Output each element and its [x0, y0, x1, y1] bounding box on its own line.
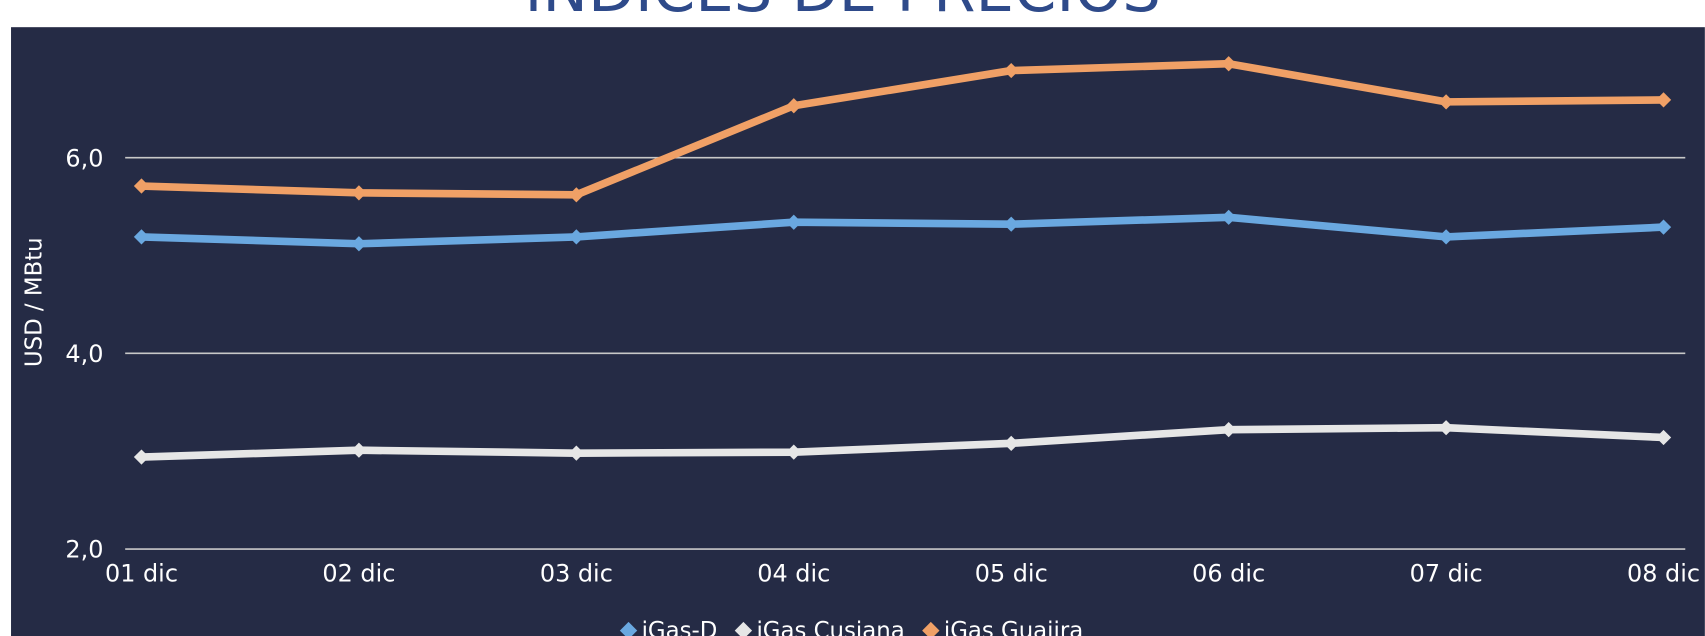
data-point — [1438, 94, 1454, 110]
x-tick-label: 06 dic — [1192, 560, 1265, 588]
x-tick-label: 05 dic — [975, 560, 1048, 588]
legend-label: iGas-D — [642, 618, 718, 636]
data-point — [133, 449, 150, 465]
data-point — [1438, 420, 1454, 436]
plot-background — [11, 27, 1705, 636]
data-point — [568, 229, 584, 245]
x-tick-label: 07 dic — [1410, 560, 1483, 588]
legend-marker — [619, 621, 638, 636]
legend-marker — [922, 621, 940, 636]
chart-title: INDICES DE PRECIOS — [524, 0, 1160, 26]
x-tick-label: 02 dic — [322, 560, 395, 588]
data-point — [1221, 209, 1237, 225]
y-tick-label: 2,0 — [65, 536, 103, 564]
y-tick-label: 4,0 — [65, 340, 103, 368]
data-point — [1655, 429, 1672, 446]
series-line — [141, 423, 1664, 461]
x-tick-label: 01 dic — [105, 560, 178, 588]
series-line — [141, 213, 1664, 248]
data-point — [568, 445, 584, 461]
legend-marker — [734, 621, 753, 636]
data-point — [1655, 92, 1672, 108]
data-point — [568, 187, 584, 203]
series-line — [141, 59, 1664, 199]
data-point — [1655, 219, 1672, 235]
legend-label: iGas Cusiana — [756, 618, 904, 636]
data-point — [133, 229, 150, 245]
legend-label: iGas Guajira — [944, 618, 1083, 636]
data-point — [1438, 229, 1454, 245]
x-tick-label: 08 dic — [1627, 560, 1700, 588]
x-tick-label: 03 dic — [540, 560, 613, 588]
data-point — [1221, 56, 1237, 72]
data-point — [133, 178, 150, 194]
y-tick-label: 6,0 — [65, 144, 103, 172]
y-axis-label: USD / MBtu — [21, 237, 47, 367]
x-tick-label: 04 dic — [757, 560, 830, 588]
